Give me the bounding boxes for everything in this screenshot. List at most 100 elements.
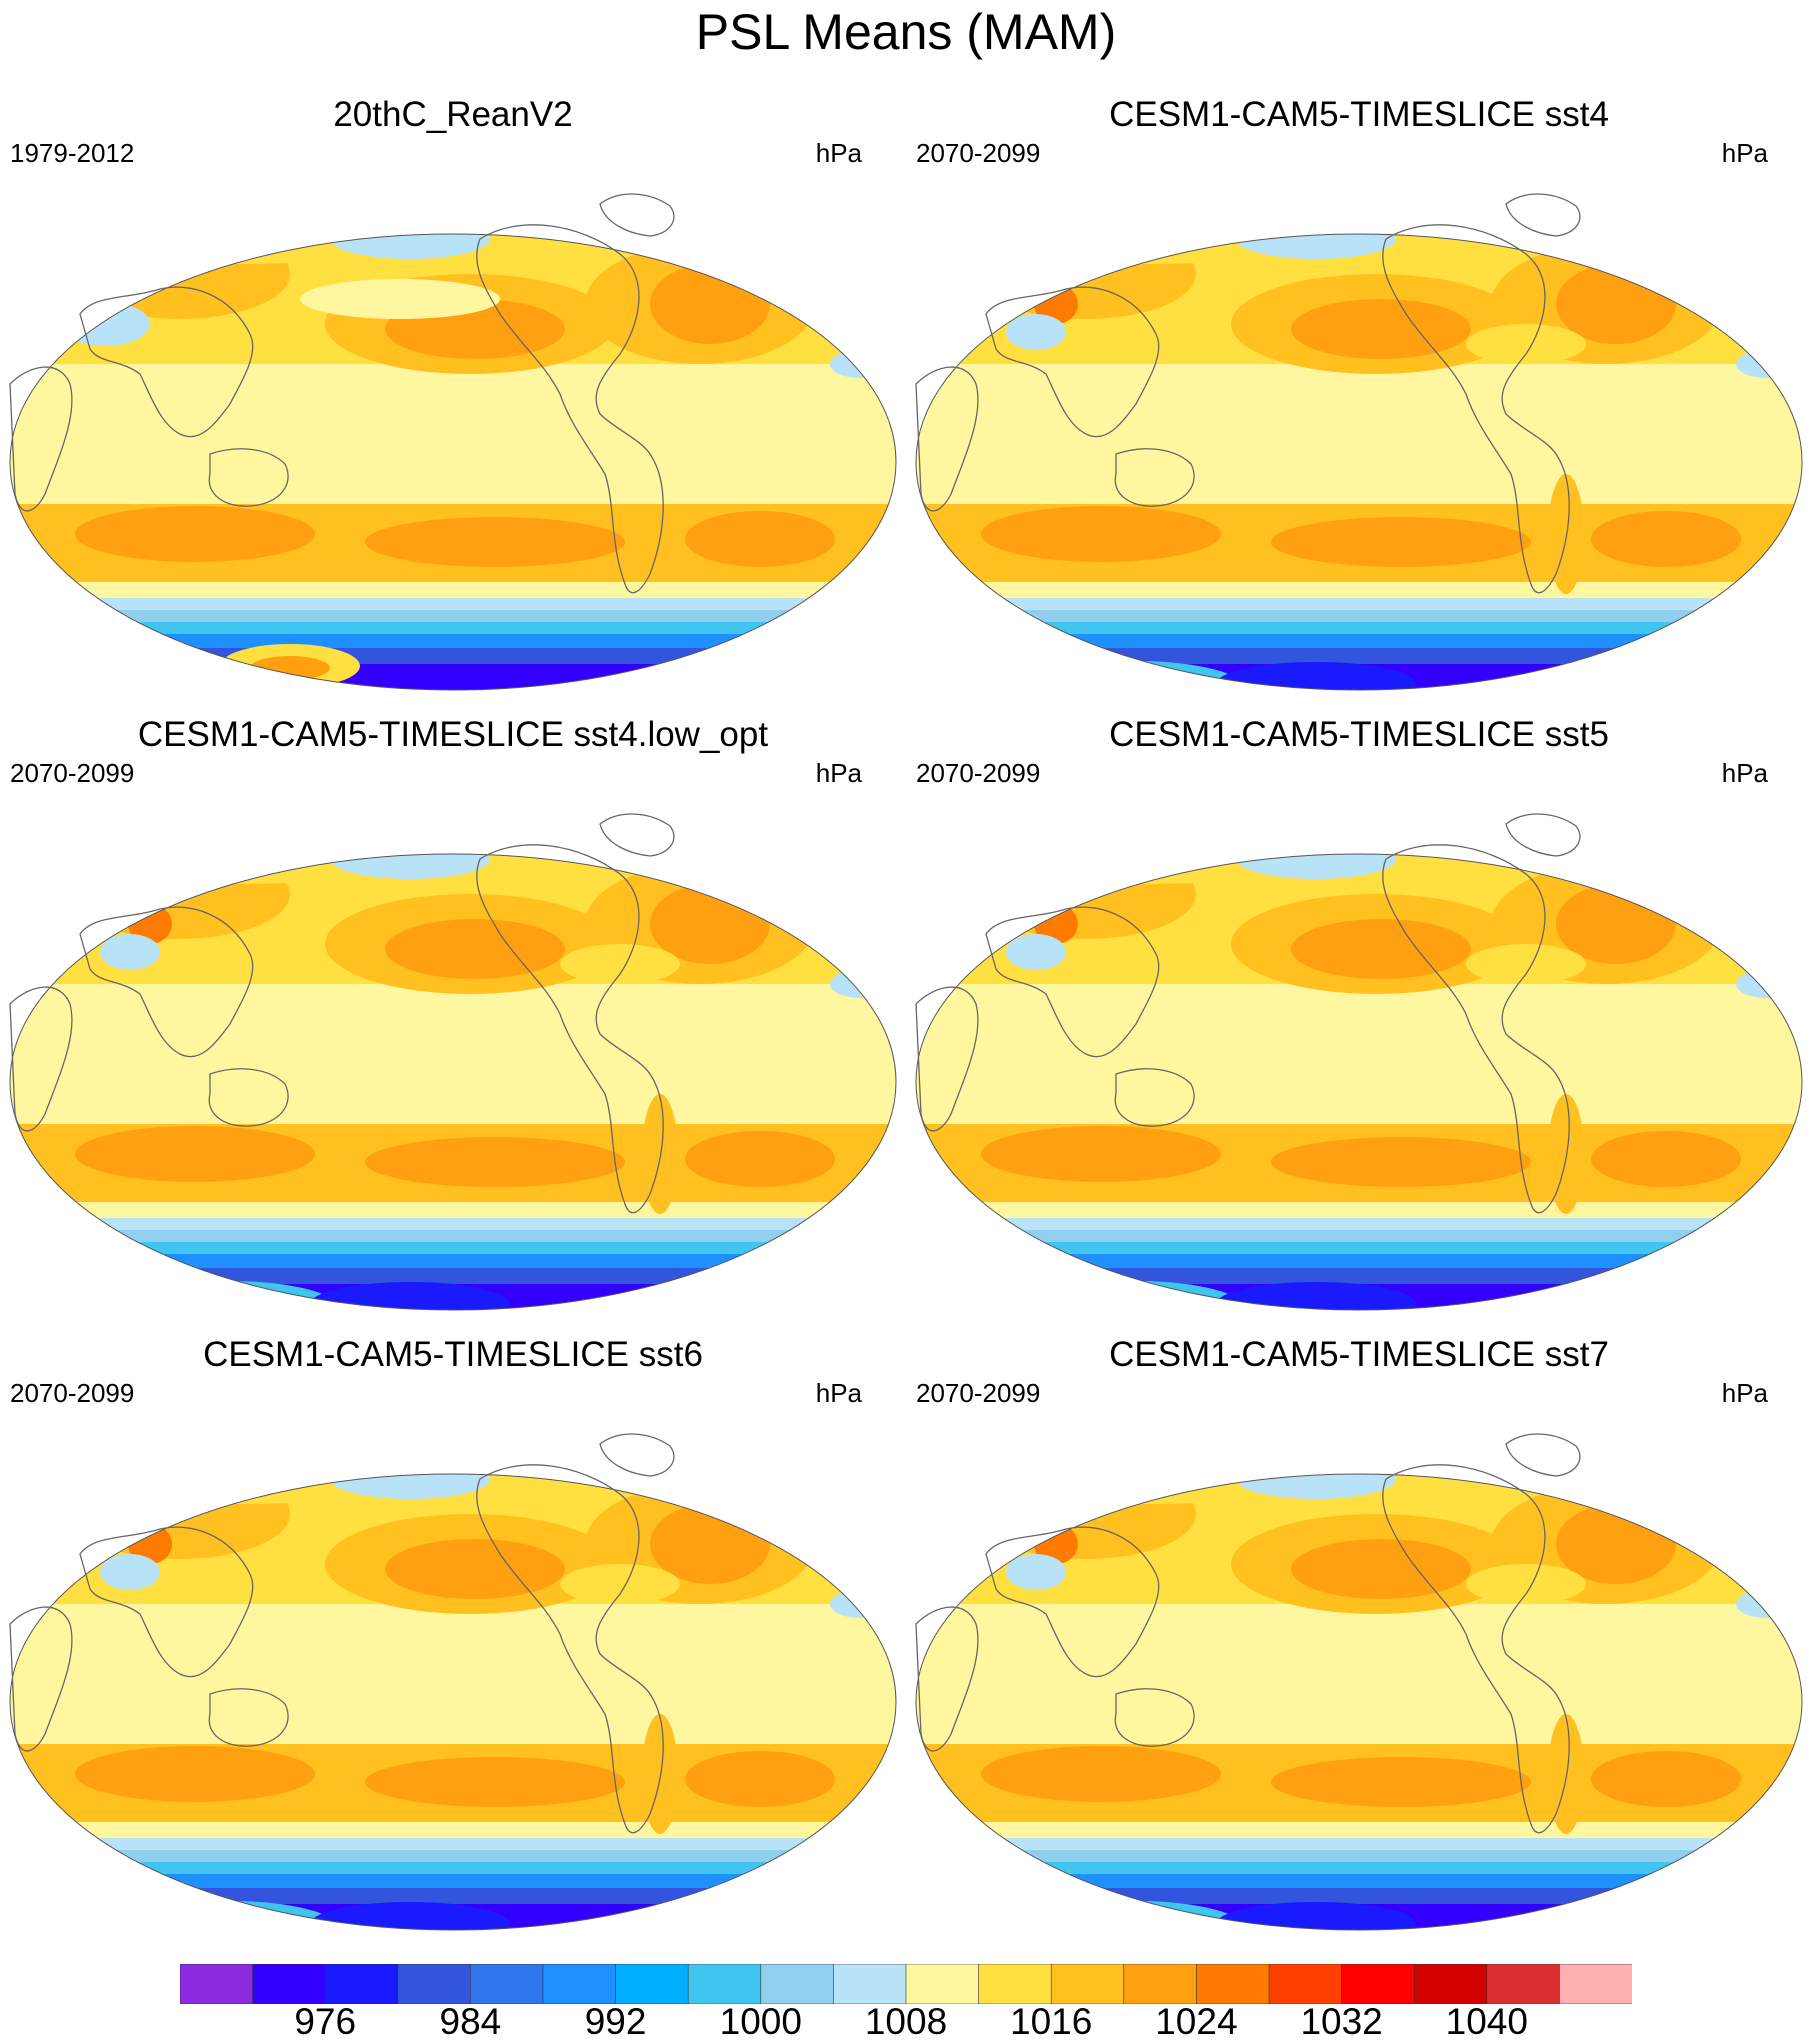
transition-band-2 bbox=[10, 1218, 896, 1230]
antarctic-trough bbox=[1216, 662, 1416, 690]
south-atlantic-high bbox=[685, 511, 835, 567]
coastline-2 bbox=[1382, 844, 1570, 1214]
atlantic-low bbox=[1736, 350, 1796, 378]
north-pacific-high-core bbox=[385, 1539, 565, 1599]
antarctica-plateau bbox=[170, 1918, 290, 1930]
tropical-band bbox=[10, 364, 896, 514]
atlantic-low bbox=[830, 350, 890, 378]
asian-thermal-low bbox=[60, 302, 150, 346]
colorbar-swatch bbox=[1050, 1964, 1125, 2004]
coastlines bbox=[915, 1433, 1581, 1834]
transition-band-5 bbox=[916, 1874, 1802, 1888]
atlantic-ridge bbox=[560, 944, 680, 984]
south-pacific-high bbox=[365, 1757, 625, 1807]
coastline-0 bbox=[985, 1526, 1160, 1678]
atlantic-ridge bbox=[560, 1564, 680, 1604]
atlantic-ridge bbox=[1466, 944, 1586, 984]
colorbar-tick-label: 1016 bbox=[1010, 2001, 1093, 2042]
panel-title: CESM1-CAM5-TIMESLICE sst4.low_opt bbox=[137, 715, 769, 754]
antarctic-trough bbox=[1216, 1902, 1416, 1930]
panel-units: hPa bbox=[1721, 1378, 1768, 1408]
map-panel: CESM1-CAM5-TIMESLICE sst5 2070-2099 hPa bbox=[906, 714, 1812, 1334]
transition-band-1 bbox=[10, 1202, 896, 1218]
coastline-0 bbox=[985, 906, 1160, 1058]
transition-band-2 bbox=[10, 598, 896, 610]
map-plot bbox=[9, 813, 897, 1311]
tropical-band bbox=[10, 984, 896, 1134]
siberian-high bbox=[70, 1474, 290, 1559]
south-pacific-high bbox=[1271, 517, 1531, 567]
asian-thermal-low bbox=[100, 1554, 160, 1590]
panel-period: 2070-2099 bbox=[10, 1378, 135, 1408]
map-plot bbox=[915, 193, 1803, 691]
siberian-high bbox=[70, 854, 290, 939]
colorbar-swatch bbox=[615, 1964, 689, 2004]
siberian-high bbox=[976, 854, 1196, 939]
transition-band-4 bbox=[10, 622, 896, 634]
antarctic-trough bbox=[310, 1902, 510, 1930]
south-indian-high bbox=[75, 506, 315, 562]
colorbar bbox=[180, 1964, 1632, 2004]
map-outline bbox=[9, 853, 897, 1311]
coastline-0 bbox=[79, 286, 254, 438]
transition-band-4 bbox=[10, 1242, 896, 1254]
transition-band-4 bbox=[916, 622, 1802, 634]
tropical-band bbox=[916, 364, 1802, 514]
coastline-1 bbox=[1114, 1688, 1195, 1747]
south-pacific-high bbox=[365, 517, 625, 567]
transition-band-4 bbox=[10, 1862, 896, 1874]
transition-band-5 bbox=[10, 1874, 896, 1888]
south-indian-high bbox=[981, 1126, 1221, 1182]
atlantic-ridge bbox=[1466, 324, 1586, 364]
coastline-3 bbox=[599, 193, 675, 237]
aleutian-low bbox=[330, 1474, 490, 1499]
antarctica-plateau bbox=[1076, 1918, 1196, 1930]
coastline-4 bbox=[915, 1606, 979, 1752]
panel-title: CESM1-CAM5-TIMESLICE sst5 bbox=[1109, 715, 1609, 754]
north-pacific-high-core bbox=[1291, 1539, 1471, 1599]
map-panel: CESM1-CAM5-TIMESLICE sst7 2070-2099 hPa bbox=[906, 1334, 1812, 1954]
siberian-high bbox=[70, 234, 290, 319]
icelandic-low bbox=[1558, 854, 1594, 856]
colorbar-tick-label: 1040 bbox=[1445, 2001, 1528, 2042]
icelandic-low bbox=[652, 854, 688, 856]
andes-high bbox=[1548, 1714, 1584, 1834]
atlantic-ridge bbox=[1466, 1564, 1586, 1604]
southern-ocean-low bbox=[10, 1268, 896, 1284]
colorbar-tick-label: 976 bbox=[294, 2001, 357, 2042]
north-pacific-high-core bbox=[1291, 919, 1471, 979]
map-outline bbox=[915, 1473, 1803, 1931]
colorbar-swatch bbox=[1268, 1964, 1343, 2004]
panel-period: 2070-2099 bbox=[10, 758, 135, 788]
panel-title: 20thC_ReanV2 bbox=[333, 95, 573, 134]
transition-band-3 bbox=[10, 610, 896, 622]
panel-period: 2070-2099 bbox=[916, 1378, 1041, 1408]
colorbar-tick-label: 984 bbox=[439, 2001, 502, 2042]
aleutian-low bbox=[1236, 854, 1396, 879]
south-atlantic-high bbox=[1591, 1751, 1741, 1807]
icelandic-low bbox=[652, 234, 688, 236]
atlantic-low bbox=[830, 1590, 890, 1618]
panel-title: CESM1-CAM5-TIMESLICE sst6 bbox=[203, 1335, 703, 1374]
south-indian-high bbox=[981, 1746, 1221, 1802]
map-outline bbox=[915, 233, 1803, 691]
map-outline bbox=[915, 853, 1803, 1311]
siberian-high bbox=[976, 234, 1196, 319]
aleutian-low bbox=[1236, 1474, 1396, 1499]
antarctic-trough bbox=[1216, 1282, 1416, 1310]
panel-units: hPa bbox=[1721, 758, 1768, 788]
transition-band-5 bbox=[916, 634, 1802, 648]
transition-band-1 bbox=[916, 1822, 1802, 1838]
colorbar-swatch bbox=[397, 1964, 472, 2004]
asian-thermal-low bbox=[1006, 934, 1066, 970]
coastline-2 bbox=[476, 224, 664, 594]
atlantic-low bbox=[1736, 1590, 1796, 1618]
andes-high bbox=[642, 1714, 678, 1834]
antarctica-plateau bbox=[1076, 1298, 1196, 1310]
map-outline bbox=[9, 233, 897, 691]
coastline-1 bbox=[208, 448, 289, 507]
south-indian-high bbox=[981, 506, 1221, 562]
asian-thermal-low bbox=[1006, 314, 1066, 350]
transition-band-3 bbox=[10, 1850, 896, 1862]
transition-band-1 bbox=[10, 1822, 896, 1838]
